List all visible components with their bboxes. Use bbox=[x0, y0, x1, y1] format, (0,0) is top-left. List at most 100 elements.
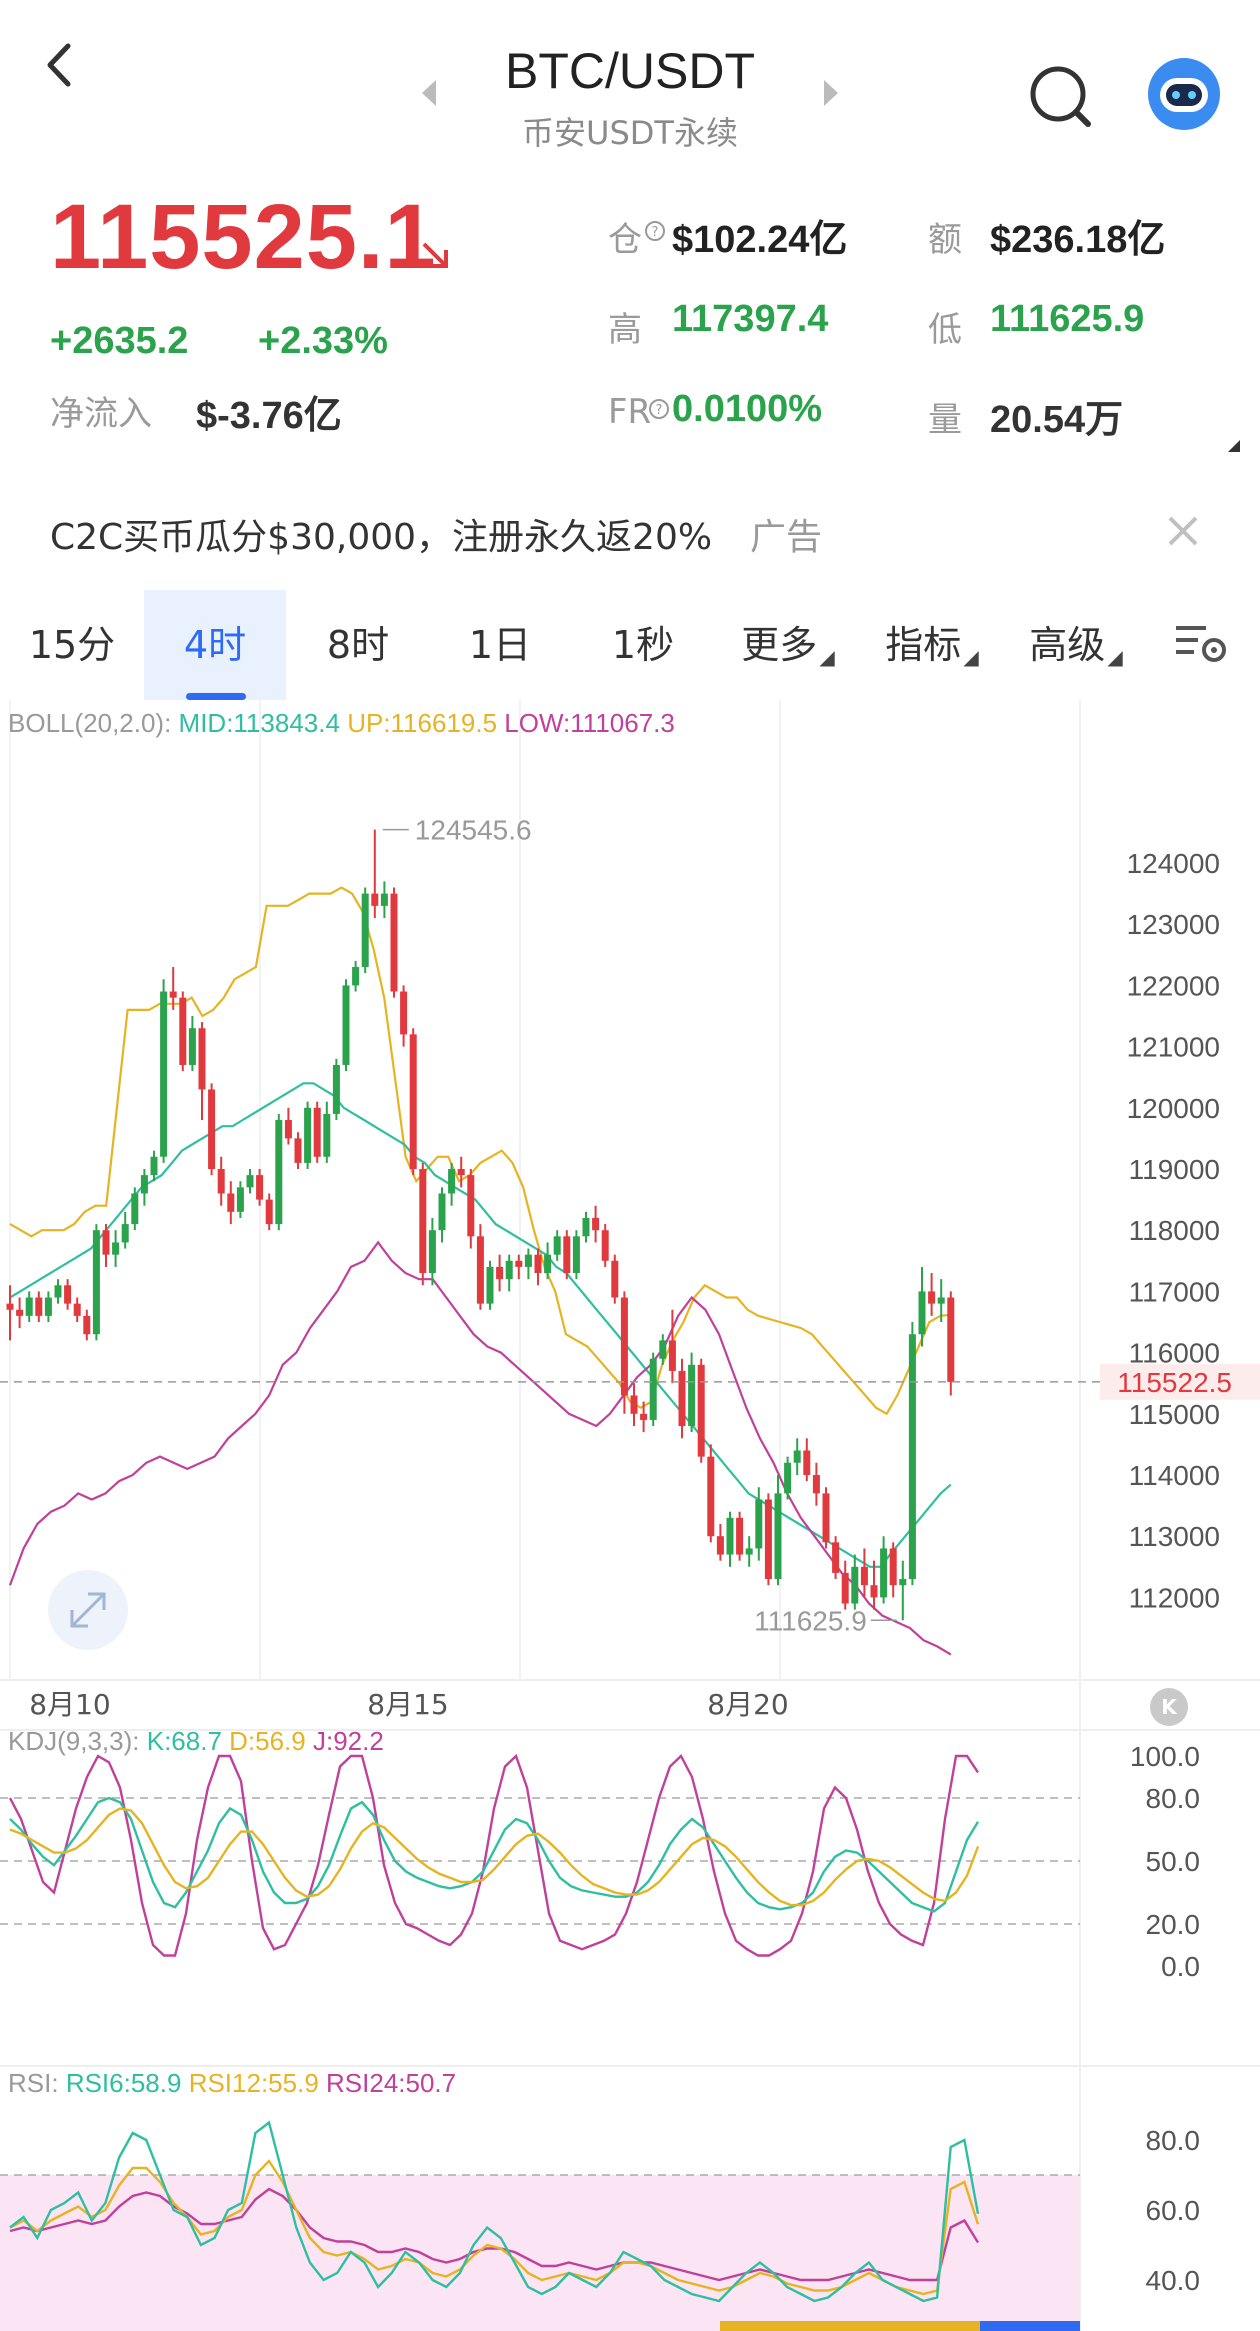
date-tick-label: 8月10 bbox=[29, 1688, 110, 1721]
candle-body bbox=[188, 1028, 196, 1065]
candle-body bbox=[409, 1034, 417, 1169]
pair-title[interactable]: BTC/USDT bbox=[505, 43, 755, 99]
info-icon[interactable]: ? bbox=[644, 220, 666, 242]
fullscreen-button[interactable] bbox=[48, 1570, 128, 1650]
tab-1d[interactable]: 1日 bbox=[468, 623, 532, 667]
candle-body bbox=[419, 1169, 427, 1274]
kdj-k-line bbox=[9, 1796, 980, 1913]
tab-more[interactable]: 更多 ◢ bbox=[741, 623, 835, 669]
volume-label: 量 bbox=[928, 400, 962, 440]
candle-body bbox=[486, 1266, 494, 1304]
price-tick-label: 120000 bbox=[1127, 1093, 1220, 1124]
tab-15m[interactable]: 15分 bbox=[28, 623, 116, 667]
price-tick-label: 123000 bbox=[1127, 909, 1220, 940]
candle-body bbox=[860, 1566, 868, 1586]
candle-body bbox=[841, 1572, 849, 1604]
netflow-value: $-3.76亿 bbox=[196, 395, 342, 437]
low-value: 111625.9 bbox=[990, 298, 1145, 340]
dropdown-caret-icon: ◢ bbox=[1107, 645, 1123, 669]
tab-4h[interactable]: 4时 bbox=[144, 590, 286, 700]
candle-body bbox=[323, 1113, 331, 1157]
price-tick-label: 117000 bbox=[1129, 1276, 1220, 1307]
candle-body bbox=[918, 1291, 926, 1335]
ad-tag: 广告 bbox=[750, 517, 823, 558]
tab-indicators[interactable]: 指标 ◢ bbox=[885, 623, 979, 669]
k-toggle-button[interactable]: K bbox=[1150, 1688, 1188, 1726]
kdj-tick-label: 50.0 bbox=[1146, 1846, 1201, 1877]
current-price-tag-bg bbox=[1100, 1363, 1260, 1400]
price-change-percent: +2.33% bbox=[258, 320, 388, 362]
robot-avatar-icon[interactable] bbox=[1146, 56, 1222, 132]
tab-8h[interactable]: 8时 bbox=[326, 623, 390, 667]
date-tick-label: 8月20 bbox=[707, 1688, 788, 1721]
candle-body bbox=[582, 1217, 590, 1237]
prev-pair-icon[interactable] bbox=[418, 78, 440, 108]
candle-body bbox=[112, 1242, 120, 1255]
candle-body bbox=[764, 1499, 772, 1580]
kdj-tick-label: 80.0 bbox=[1146, 1783, 1201, 1814]
price-tick-label: 124000 bbox=[1127, 848, 1220, 879]
candle-body bbox=[601, 1230, 609, 1261]
boll-upper-line bbox=[9, 886, 951, 1416]
kdj-d-line bbox=[9, 1807, 980, 1907]
min-marker-label: 111625.9 bbox=[754, 1605, 867, 1636]
back-icon[interactable] bbox=[40, 40, 80, 90]
turnover-value: $236.18亿 bbox=[990, 219, 1166, 261]
candle-body bbox=[630, 1395, 638, 1414]
candle-body bbox=[707, 1456, 715, 1537]
candle-body bbox=[284, 1120, 292, 1139]
candle-body bbox=[803, 1450, 811, 1475]
candle-body bbox=[16, 1309, 24, 1316]
tab-1s[interactable]: 1秒 bbox=[611, 623, 675, 667]
candle-body bbox=[448, 1169, 456, 1194]
candle-body bbox=[726, 1517, 734, 1555]
candle-body bbox=[812, 1475, 820, 1494]
kline-chart[interactable]: 124000 123000 122000 121000 120000 119000 1180… bbox=[0, 700, 1260, 2331]
ad-banner-text[interactable]: C2C买币瓜分$30,000，注册永久返20% bbox=[50, 517, 713, 558]
candle-body bbox=[457, 1169, 465, 1176]
candle-body bbox=[908, 1334, 916, 1580]
candle-body bbox=[947, 1297, 955, 1382]
next-pair-icon[interactable] bbox=[820, 78, 842, 108]
candle-body bbox=[476, 1236, 484, 1304]
max-marker-label: 124545.6 bbox=[415, 815, 532, 846]
boll-mid-line bbox=[9, 1082, 952, 1568]
open-interest-value: $102.24亿 bbox=[672, 219, 848, 261]
candle-body bbox=[496, 1266, 504, 1280]
candle-body bbox=[428, 1230, 436, 1274]
kdj-j-line bbox=[8, 1753, 979, 1957]
active-tab-underline bbox=[186, 693, 246, 700]
candle-body bbox=[313, 1107, 321, 1157]
candle-body bbox=[131, 1193, 139, 1225]
candle-body bbox=[169, 991, 177, 998]
search-icon[interactable] bbox=[1026, 62, 1096, 132]
current-price-tag: 115522.5 bbox=[1117, 1367, 1232, 1398]
candle-body bbox=[880, 1548, 888, 1598]
rsi6-line bbox=[9, 2120, 980, 2303]
dropdown-caret-icon: ◢ bbox=[963, 645, 979, 669]
candle-body bbox=[928, 1291, 936, 1304]
kdj-tick-label: 0.0 bbox=[1161, 1951, 1200, 1982]
candle-body bbox=[140, 1175, 148, 1194]
candle-body bbox=[592, 1217, 600, 1231]
rsi12-line bbox=[9, 2159, 980, 2296]
candle-body bbox=[832, 1542, 840, 1573]
candle-body bbox=[400, 991, 408, 1035]
close-icon[interactable] bbox=[1166, 514, 1200, 548]
candle-body bbox=[572, 1236, 580, 1274]
candle-body bbox=[736, 1517, 744, 1555]
tab-advanced[interactable]: 高级 ◢ bbox=[1029, 623, 1123, 669]
price-tick-label: 119000 bbox=[1129, 1154, 1220, 1185]
candle-body bbox=[899, 1579, 907, 1586]
candle-body bbox=[755, 1499, 763, 1549]
candle-body bbox=[649, 1358, 657, 1420]
chart-settings-icon[interactable] bbox=[1172, 620, 1232, 670]
expand-corner-icon[interactable] bbox=[1226, 438, 1242, 454]
candle-body bbox=[294, 1138, 302, 1163]
rsi-tick-label: 80.0 bbox=[1146, 2125, 1201, 2156]
info-icon[interactable]: ? bbox=[648, 398, 670, 420]
svg-text:?: ? bbox=[656, 403, 663, 418]
price-change: +2635.2 bbox=[50, 320, 189, 362]
kdj-legend: KDJ(9,3,3): K:68.7 D:56.9 J:92.2 bbox=[8, 1726, 384, 1756]
high-value: 117397.4 bbox=[672, 298, 829, 340]
